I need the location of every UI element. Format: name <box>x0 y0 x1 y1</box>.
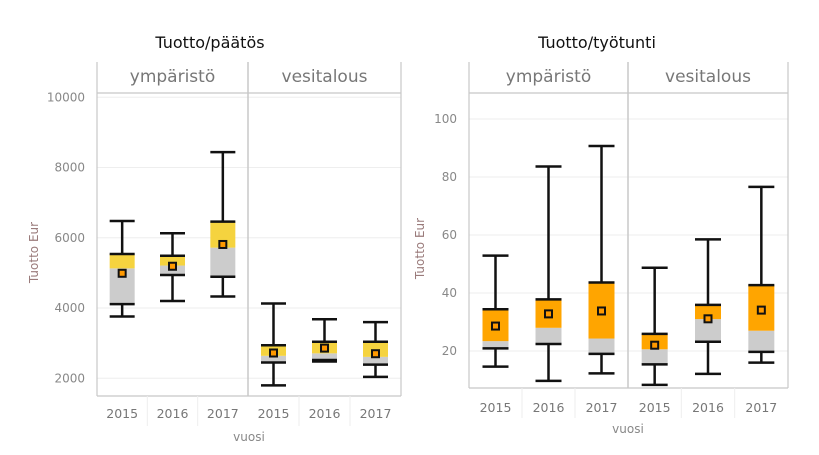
mean-marker <box>756 305 766 315</box>
x-tick-label: 2015 <box>480 400 512 415</box>
box-upper-half <box>109 253 135 269</box>
strip-label: vesitalous <box>665 67 751 87</box>
box-vesitalous-2015: 2015 <box>258 302 290 421</box>
chart-1: Tuotto/päätös 2000 4000 6000 8000 10000 Tuotto… <box>27 33 402 444</box>
box-ympäristö-2016: 2016 <box>521 165 565 418</box>
mean-marker <box>320 343 329 353</box>
x-axis-label: vuosi <box>612 422 644 436</box>
x-tick-label: 2016 <box>533 400 565 415</box>
y-tick-label: 6000 <box>54 231 85 245</box>
x-tick-label: 2017 <box>586 400 618 415</box>
strip-label: ympäristö <box>506 67 591 87</box>
strip-label: ympäristö <box>130 67 215 87</box>
x-tick-label: 2017 <box>360 406 392 421</box>
box-ympäristö-2017: 2017 <box>574 144 618 418</box>
chart-2: Tuotto/työtunti 20 40 60 80 100 Tuotto Eur vuos… <box>413 33 789 436</box>
box-vesitalous-2015: 2015 <box>639 266 671 415</box>
panel-vesitalous: vesitalous 2015 2016 2017 <box>258 67 392 426</box>
mean-marker <box>371 349 380 359</box>
panel-ympäristö: ympäristö 2015 2016 2017 <box>106 67 239 426</box>
x-tick-label: 2016 <box>157 406 189 421</box>
x-tick-label: 2015 <box>258 406 290 421</box>
mean-marker <box>218 239 228 249</box>
box-lower-half <box>695 319 721 342</box>
panel-ympäristö: ympäristö 2015 2016 2017 <box>480 67 618 418</box>
mean-marker <box>168 261 177 271</box>
y-tick-label: 20 <box>442 344 457 358</box>
y-tick-label: 4000 <box>54 301 85 315</box>
box-lower-half <box>748 330 775 352</box>
y-tick-label: 60 <box>442 228 457 242</box>
x-tick-label: 2015 <box>639 400 671 415</box>
mean-marker <box>491 321 500 331</box>
mean-marker <box>650 340 660 350</box>
box-lower-half <box>641 349 668 365</box>
mean-marker <box>544 309 553 319</box>
box-ympäristö-2017: 2017 <box>197 150 239 426</box>
mean-marker <box>597 306 606 316</box>
box-lower-half <box>261 355 286 363</box>
y-tick-label: 10000 <box>47 90 85 104</box>
box-vesitalous-2016: 2016 <box>298 318 341 426</box>
mean-marker <box>269 348 278 358</box>
box-ympäristö-2015: 2015 <box>480 254 512 415</box>
y-tick-label: 80 <box>442 170 457 184</box>
box-lower-half <box>535 327 562 345</box>
box-lower-half <box>312 353 337 361</box>
box-vesitalous-2016: 2016 <box>680 238 724 418</box>
mean-marker <box>117 268 127 278</box>
box-lower-half <box>482 341 509 349</box>
box-vesitalous-2017: 2017 <box>349 320 392 426</box>
box-lower-half <box>588 338 615 354</box>
y-axis-label: Tuotto Eur <box>413 218 427 280</box>
box-ympäristö-2015: 2015 <box>106 219 138 421</box>
x-tick-label: 2016 <box>309 406 341 421</box>
box-lower-half <box>210 247 236 277</box>
chart-title: Tuotto/työtunti <box>537 33 656 52</box>
x-tick-label: 2017 <box>207 406 239 421</box>
panel-vesitalous: vesitalous 2015 2016 2017 <box>639 67 777 418</box>
x-tick-label: 2017 <box>745 400 777 415</box>
box-ympäristö-2016: 2016 <box>146 231 189 426</box>
box-upper-half <box>695 304 721 320</box>
y-tick-label: 40 <box>442 286 457 300</box>
strip-label: vesitalous <box>282 67 368 87</box>
x-tick-label: 2016 <box>692 400 724 415</box>
y-tick-label: 8000 <box>54 161 85 175</box>
x-axis-label: vuosi <box>233 430 265 444</box>
chart-title: Tuotto/päätös <box>154 33 264 52</box>
x-tick-label: 2015 <box>106 406 138 421</box>
y-tick-label: 2000 <box>54 371 85 385</box>
box-vesitalous-2017: 2017 <box>734 185 777 418</box>
mean-marker <box>703 314 713 324</box>
y-tick-label: 100 <box>434 112 457 126</box>
y-axis-label: Tuotto Eur <box>27 222 41 284</box>
box-upper-half <box>160 255 185 266</box>
box-lower-half <box>363 356 388 365</box>
